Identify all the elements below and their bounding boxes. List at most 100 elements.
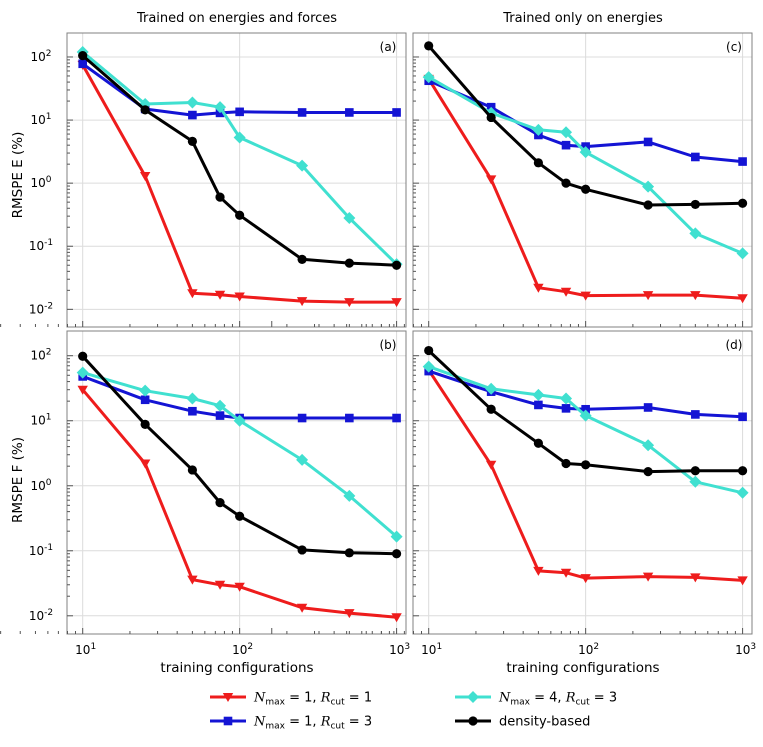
y-tick-label: 102	[30, 49, 51, 64]
y-tick-label: 100	[30, 175, 51, 190]
panel-frame	[412, 330, 753, 635]
data-point	[561, 178, 571, 188]
x-tick-label: 103	[735, 642, 756, 657]
data-point	[215, 411, 225, 420]
data-point	[689, 227, 702, 240]
data-point	[581, 404, 590, 414]
x-tick-label: 101	[421, 642, 442, 657]
data-point	[392, 413, 401, 423]
data-point	[533, 438, 543, 448]
series-line	[427, 349, 743, 474]
data-point	[344, 258, 354, 268]
data-point	[534, 400, 543, 410]
data-point	[78, 59, 87, 69]
data-point	[297, 545, 307, 555]
series-line	[82, 374, 397, 420]
data-point	[139, 384, 152, 397]
data-point	[424, 41, 434, 51]
data-point	[343, 212, 356, 225]
data-point	[139, 171, 151, 181]
data-point	[214, 290, 226, 300]
y-tick-label: 10-2	[29, 301, 53, 316]
data-point	[215, 498, 225, 508]
series-line	[427, 75, 744, 255]
data-point	[736, 247, 749, 260]
data-point	[737, 576, 748, 586]
data-point	[215, 192, 225, 202]
data-point	[391, 549, 402, 559]
y-tick-label: 102	[30, 348, 51, 363]
data-point	[561, 458, 571, 469]
data-point	[690, 199, 700, 210]
data-point	[533, 566, 544, 576]
data-point	[581, 184, 591, 194]
data-point	[691, 152, 700, 162]
data-point	[187, 289, 198, 299]
x-tick-label: 101	[75, 642, 96, 657]
data-point	[643, 467, 653, 477]
data-point	[560, 392, 573, 405]
data-point	[690, 573, 701, 583]
data-point	[297, 413, 307, 423]
data-point	[296, 603, 308, 613]
series-line	[81, 54, 397, 267]
series-line	[82, 371, 398, 538]
data-point	[391, 260, 402, 270]
data-point	[344, 548, 354, 558]
panel-c: (c)	[271, 32, 753, 328]
data-point	[233, 414, 246, 427]
series-line	[428, 365, 743, 495]
data-point	[485, 175, 497, 185]
data-point	[235, 107, 244, 117]
ticks	[271, 355, 744, 634]
data-point	[187, 465, 197, 475]
column-title-right: Trained only on energies	[502, 11, 663, 26]
x-axis-label-left: training configurations	[160, 660, 313, 676]
legend-label: Nmax = 1, Rcut = 3	[253, 715, 372, 732]
data-point	[561, 140, 571, 150]
legend-label: Nmax = 4, Rcut = 3	[498, 691, 617, 708]
data-point	[485, 460, 497, 470]
data-point	[343, 489, 356, 502]
data-point	[642, 291, 654, 301]
data-point	[691, 410, 700, 419]
data-point	[392, 108, 401, 117]
data-point	[642, 439, 655, 452]
data-point	[486, 404, 496, 414]
panel-letter: (c)	[726, 40, 742, 54]
series-line	[427, 44, 743, 207]
legend-label: Nmax = 1, Rcut = 1	[253, 691, 372, 708]
data-point	[186, 96, 199, 109]
data-point	[422, 360, 435, 373]
data-point	[296, 159, 309, 172]
legend-marker	[467, 691, 479, 703]
data-point	[139, 459, 151, 469]
data-point	[233, 131, 246, 144]
data-point	[643, 200, 653, 210]
data-point	[737, 466, 748, 476]
data-point	[214, 101, 227, 114]
data-point	[188, 110, 197, 120]
data-point	[737, 294, 748, 304]
legend-item-nmax4_rcut3: Nmax = 4, Rcut = 3	[455, 691, 617, 708]
data-point	[77, 385, 88, 395]
legend-label: density-based	[499, 715, 590, 730]
data-point	[297, 254, 307, 264]
data-point	[561, 404, 571, 413]
data-point	[186, 392, 199, 405]
y-tick-label: 10-1	[29, 543, 53, 558]
legend-marker	[223, 716, 233, 726]
y-axis-label-force: RMSPE F (%)	[10, 437, 26, 523]
legend-marker	[468, 716, 478, 726]
data-point	[296, 297, 308, 307]
panel-letter: (a)	[380, 40, 397, 54]
data-point	[78, 51, 88, 61]
legend: Nmax = 1, Rcut = 1 Nmax = 1, Rcut = 3 Nmax…	[210, 691, 617, 732]
data-point	[580, 291, 591, 301]
data-point	[532, 123, 545, 136]
x-tick-label: 103	[389, 642, 410, 657]
series-line	[428, 79, 743, 164]
panel-frame	[66, 32, 407, 328]
series-nmax1_rcut1	[423, 366, 748, 586]
